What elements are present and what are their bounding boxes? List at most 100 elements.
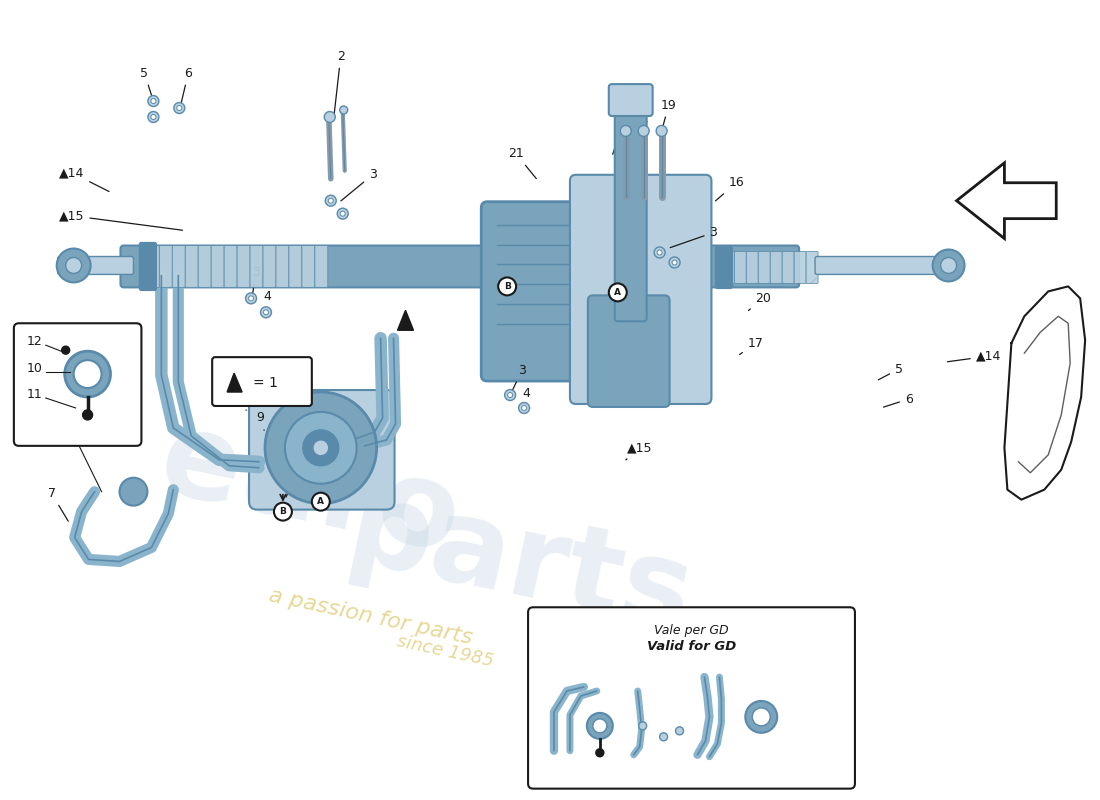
Circle shape <box>521 406 527 410</box>
Text: 8: 8 <box>238 391 246 410</box>
FancyBboxPatch shape <box>315 246 328 287</box>
Circle shape <box>672 260 678 265</box>
Circle shape <box>608 283 627 302</box>
FancyBboxPatch shape <box>140 242 156 290</box>
Circle shape <box>249 296 253 301</box>
FancyBboxPatch shape <box>185 246 198 287</box>
FancyBboxPatch shape <box>224 246 238 287</box>
Polygon shape <box>227 373 242 392</box>
Circle shape <box>656 126 667 137</box>
Circle shape <box>82 410 92 420</box>
FancyBboxPatch shape <box>570 174 712 404</box>
FancyBboxPatch shape <box>746 251 758 283</box>
Circle shape <box>518 402 529 414</box>
FancyBboxPatch shape <box>57 257 133 274</box>
Text: Valid for GD: Valid for GD <box>647 640 736 653</box>
FancyBboxPatch shape <box>587 295 670 407</box>
Circle shape <box>746 701 778 733</box>
Circle shape <box>639 722 647 730</box>
Circle shape <box>120 478 147 506</box>
Text: 3: 3 <box>341 168 376 201</box>
Text: 7: 7 <box>593 751 601 764</box>
Text: 20: 20 <box>748 292 771 310</box>
Circle shape <box>62 346 69 354</box>
Circle shape <box>620 126 631 137</box>
Circle shape <box>74 360 101 388</box>
Polygon shape <box>957 163 1056 238</box>
Text: 3: 3 <box>613 125 625 154</box>
Text: 3: 3 <box>670 226 717 248</box>
FancyBboxPatch shape <box>14 323 142 446</box>
FancyBboxPatch shape <box>173 246 185 287</box>
Text: a passion for parts: a passion for parts <box>267 586 474 649</box>
Text: 13: 13 <box>285 475 300 497</box>
Circle shape <box>507 393 513 398</box>
Circle shape <box>498 278 516 295</box>
Text: 2: 2 <box>334 50 344 115</box>
Circle shape <box>174 102 185 114</box>
Circle shape <box>311 493 330 510</box>
Text: 3: 3 <box>512 364 526 393</box>
Text: 5: 5 <box>878 362 903 380</box>
Circle shape <box>340 211 345 216</box>
Text: 4: 4 <box>522 386 530 406</box>
Text: B: B <box>279 507 286 516</box>
Text: 4: 4 <box>263 290 271 310</box>
FancyBboxPatch shape <box>263 246 276 287</box>
Text: 11: 11 <box>26 388 43 401</box>
Text: 9: 9 <box>256 411 264 430</box>
Circle shape <box>66 258 81 274</box>
Text: 23: 23 <box>703 751 718 764</box>
Circle shape <box>660 733 668 741</box>
Text: Vale per GD: Vale per GD <box>654 624 729 637</box>
FancyBboxPatch shape <box>121 246 799 287</box>
Text: 10: 10 <box>26 362 43 375</box>
FancyBboxPatch shape <box>735 251 746 283</box>
FancyBboxPatch shape <box>238 246 250 287</box>
Text: A: A <box>614 288 622 297</box>
Circle shape <box>245 293 256 304</box>
FancyBboxPatch shape <box>276 246 289 287</box>
FancyBboxPatch shape <box>528 607 855 789</box>
Circle shape <box>587 713 613 739</box>
Text: B: B <box>504 282 510 291</box>
Polygon shape <box>397 310 414 330</box>
Text: ▲15: ▲15 <box>626 442 652 460</box>
Text: 7: 7 <box>47 487 68 521</box>
Text: 26: 26 <box>725 751 740 764</box>
FancyBboxPatch shape <box>301 246 315 287</box>
FancyBboxPatch shape <box>289 246 301 287</box>
Circle shape <box>654 247 666 258</box>
Text: since 1985: since 1985 <box>395 632 495 670</box>
Circle shape <box>57 249 90 282</box>
FancyBboxPatch shape <box>815 257 945 274</box>
Circle shape <box>177 106 182 110</box>
Text: 19: 19 <box>660 98 676 136</box>
FancyBboxPatch shape <box>212 357 311 406</box>
Text: euro: euro <box>151 402 471 578</box>
FancyBboxPatch shape <box>249 390 395 510</box>
FancyBboxPatch shape <box>806 251 818 283</box>
FancyBboxPatch shape <box>715 246 733 288</box>
Circle shape <box>657 250 662 255</box>
Circle shape <box>752 708 770 726</box>
Text: 26: 26 <box>632 675 647 689</box>
Circle shape <box>593 719 607 733</box>
Text: 26: 26 <box>613 751 627 764</box>
Text: 27: 27 <box>613 675 627 689</box>
FancyBboxPatch shape <box>160 246 173 287</box>
FancyBboxPatch shape <box>782 251 794 283</box>
FancyBboxPatch shape <box>481 202 690 381</box>
Circle shape <box>675 727 683 735</box>
FancyBboxPatch shape <box>723 251 735 283</box>
Text: 10: 10 <box>637 751 652 764</box>
Circle shape <box>312 440 329 456</box>
Circle shape <box>669 257 680 268</box>
Text: = 1: = 1 <box>253 376 277 390</box>
Text: ▲15: ▲15 <box>59 209 183 230</box>
Text: 3: 3 <box>252 266 260 294</box>
Circle shape <box>147 111 158 122</box>
Circle shape <box>505 390 516 401</box>
Circle shape <box>328 198 333 203</box>
Circle shape <box>933 250 965 282</box>
